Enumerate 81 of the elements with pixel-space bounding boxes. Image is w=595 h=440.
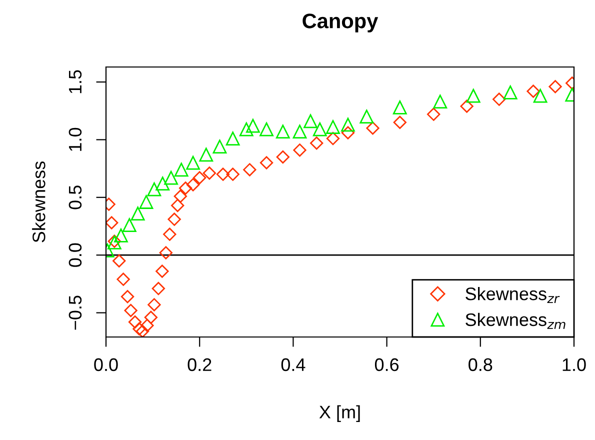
point — [392, 100, 407, 114]
point — [292, 124, 307, 139]
point — [312, 122, 327, 136]
point — [186, 156, 200, 170]
y-axis-title: Skewness — [32, 162, 46, 242]
point — [341, 118, 355, 132]
point — [186, 178, 200, 192]
point — [164, 170, 178, 185]
point — [433, 94, 448, 109]
point — [193, 171, 206, 184]
point — [533, 88, 548, 103]
point — [366, 122, 380, 135]
point — [276, 124, 290, 139]
point — [293, 143, 306, 157]
point — [202, 166, 216, 180]
point — [159, 246, 172, 260]
x-tick-label: 0.0 — [94, 358, 118, 372]
legend-label: Skewness$_{zr}$ — [466, 286, 560, 304]
x-tick-label: 0.2 — [188, 358, 212, 372]
point — [171, 198, 184, 212]
point — [260, 156, 274, 170]
point — [326, 120, 340, 134]
point — [122, 218, 136, 232]
point — [120, 290, 134, 304]
point — [212, 140, 227, 154]
point — [136, 324, 150, 337]
point — [124, 304, 138, 318]
point — [144, 310, 158, 324]
point — [168, 212, 181, 226]
point — [460, 100, 474, 113]
y-tick-label: 1.0 — [68, 128, 82, 151]
point — [503, 85, 518, 100]
point — [243, 163, 256, 176]
legend-label: Skewness$_{zm}$ — [466, 312, 566, 329]
point — [114, 228, 128, 242]
point — [174, 162, 188, 177]
point — [360, 110, 374, 124]
point — [152, 282, 166, 296]
point — [156, 264, 169, 278]
point — [393, 116, 406, 129]
point — [174, 190, 187, 203]
point — [341, 126, 355, 140]
point — [140, 318, 154, 332]
point — [427, 108, 440, 121]
point — [326, 132, 340, 146]
y-tick-label: 0.0 — [68, 243, 82, 267]
point — [128, 315, 142, 329]
point — [106, 216, 118, 230]
point — [548, 80, 562, 94]
y-tick-label: 1.5 — [69, 70, 82, 94]
x-tick-label: 1.0 — [562, 358, 586, 372]
point — [199, 148, 214, 162]
x-tick-label: 0.6 — [374, 358, 399, 372]
point — [156, 176, 170, 190]
x-tick-label: 0.8 — [468, 358, 492, 372]
point — [116, 272, 130, 286]
point — [276, 150, 290, 164]
point — [226, 168, 240, 181]
point — [466, 88, 480, 103]
x-tick-label: 0.4 — [281, 358, 306, 372]
point — [112, 254, 126, 268]
point — [260, 122, 274, 136]
point — [148, 298, 161, 312]
point — [310, 136, 324, 150]
y-tick-label: −0.5 — [68, 296, 82, 330]
point — [147, 182, 162, 196]
point — [246, 118, 260, 133]
point — [304, 114, 318, 128]
point — [139, 195, 154, 209]
point — [163, 228, 176, 241]
point — [216, 168, 230, 181]
y-tick-label: 0.5 — [68, 186, 82, 210]
point — [526, 84, 540, 98]
point — [226, 132, 240, 146]
point — [239, 122, 254, 136]
point — [130, 206, 145, 220]
point — [178, 182, 192, 195]
point — [492, 92, 506, 106]
point — [132, 322, 146, 336]
chart-title: Canopy — [302, 14, 378, 32]
x-axis-title: X [m] — [319, 405, 360, 422]
